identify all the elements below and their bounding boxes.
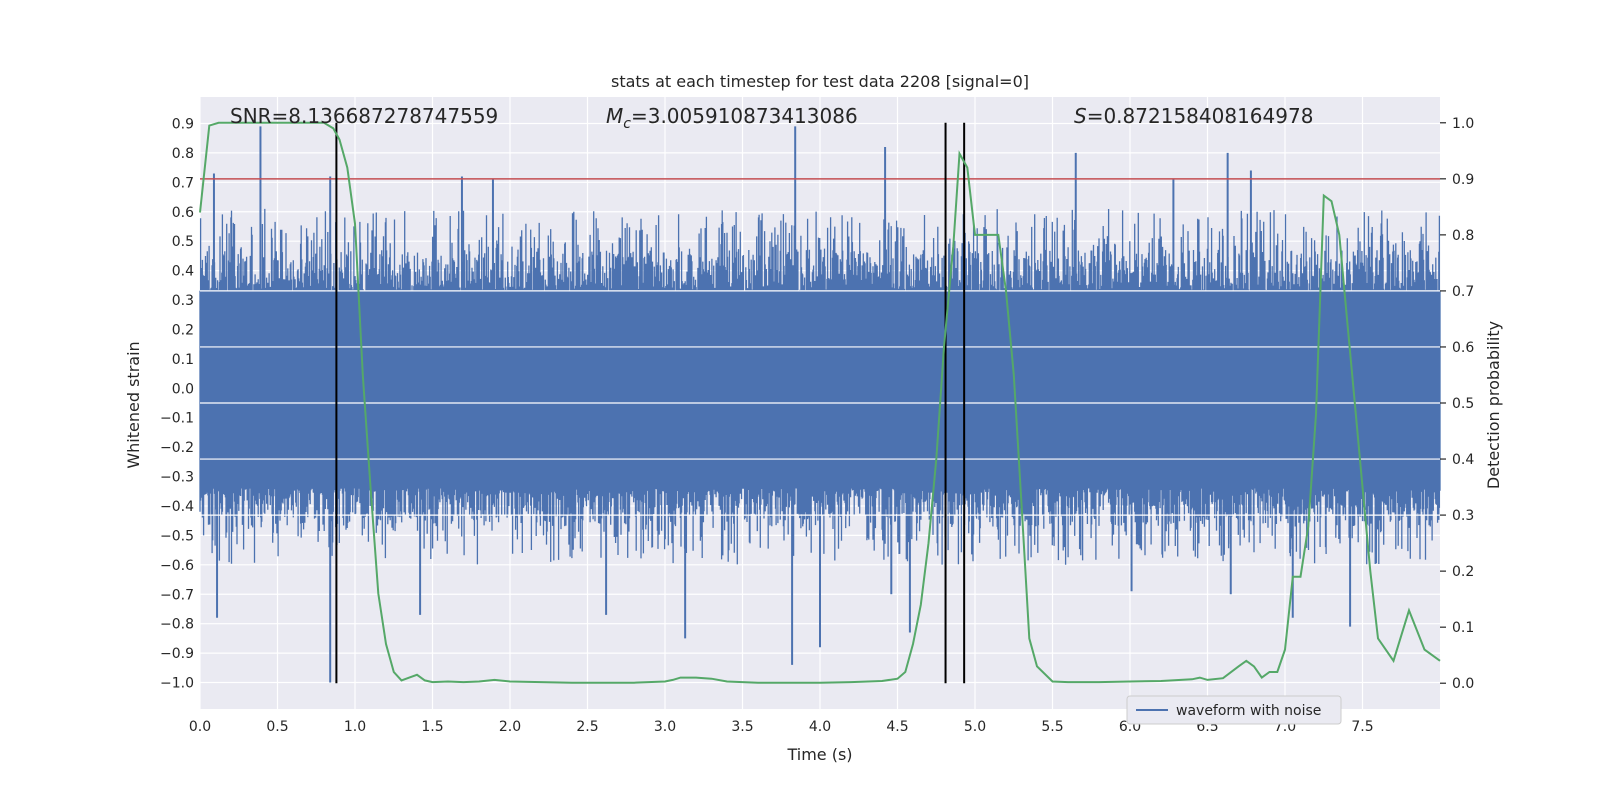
x-tick-label: 3.5 — [731, 719, 753, 735]
x-tick-label: 4.0 — [809, 719, 831, 735]
chirp-mass-subscript: c — [623, 116, 631, 132]
y-tick-label: 0.0 — [172, 381, 194, 397]
y-tick-label: 0.8 — [172, 146, 194, 162]
chart-title: stats at each timestep for test data 220… — [611, 72, 1029, 91]
chirp-mass-value: =3.005910873413086 — [631, 104, 858, 128]
score-value: =0.872158408164978 — [1087, 104, 1314, 128]
chirp-mass-symbol: M — [606, 104, 623, 128]
y2-tick-label: 0.0 — [1452, 676, 1474, 692]
y-tick-label: 0.3 — [172, 293, 194, 309]
grid-overlay — [200, 290, 1440, 516]
y-tick-label: −0.9 — [160, 646, 194, 662]
y-tick-label: −1.0 — [160, 676, 194, 692]
y2-tick-label: 0.2 — [1452, 564, 1474, 580]
detection-probability-line — [199, 121, 1441, 684]
y-tick-label: −0.5 — [160, 528, 194, 544]
score-annotation: S=0.872158408164978 — [1074, 104, 1313, 128]
marker-lines — [335, 122, 966, 684]
legend: waveform with noise — [1126, 695, 1342, 725]
y2-axis-ticks: 1.0 0.9 0.8 0.7 0.6 0.5 0.4 0.3 0.2 0.1 0.0 — [1440, 116, 1474, 692]
y-tick-label: −0.4 — [160, 499, 194, 515]
y-tick-label: 0.4 — [172, 264, 194, 280]
y2-axis-label: Detection probability — [1484, 321, 1503, 489]
y-tick-label: 0.1 — [172, 352, 194, 368]
legend-label: waveform with noise — [1176, 703, 1321, 719]
y2-tick-label: 0.6 — [1452, 340, 1474, 356]
x-tick-label: 2.0 — [499, 719, 521, 735]
chirp-mass-annotation: Mc=3.005910873413086 — [606, 104, 858, 132]
legend-box — [1126, 695, 1342, 725]
y2-tick-label: 1.0 — [1452, 116, 1474, 132]
x-tick-label: 5.0 — [964, 719, 986, 735]
x-tick-label: 0.5 — [266, 719, 288, 735]
y2-tick-label: 0.5 — [1452, 396, 1474, 412]
y-axis-label: Whitened strain — [124, 341, 143, 468]
y-tick-label: −0.8 — [160, 617, 194, 633]
y-tick-label: 0.2 — [172, 322, 194, 338]
y-tick-label: 0.5 — [172, 234, 194, 250]
x-tick-label: 1.0 — [344, 719, 366, 735]
y-tick-label: 0.7 — [172, 175, 194, 191]
x-tick-label: 2.5 — [576, 719, 598, 735]
x-tick-label: 3.0 — [654, 719, 676, 735]
y-tick-label: −0.2 — [160, 440, 194, 456]
x-axis-label: Time (s) — [786, 745, 852, 764]
score-symbol: S — [1074, 104, 1087, 128]
x-tick-label: 5.5 — [1041, 719, 1063, 735]
y-axis-ticks: 0.9 0.8 0.7 0.6 0.5 0.4 0.3 0.2 0.1 0.0 −0.1 −0.2 −0… — [160, 116, 194, 691]
snr-annotation: SNR=8.136687278747559 — [230, 104, 498, 128]
y2-tick-label: 0.9 — [1452, 172, 1474, 188]
waveform-series — [199, 126, 1441, 683]
y2-tick-label: 0.3 — [1452, 508, 1474, 524]
x-tick-label: 1.5 — [421, 719, 443, 735]
y-tick-label: 0.6 — [172, 205, 194, 221]
x-tick-label: 4.5 — [886, 719, 908, 735]
y-tick-label: −0.3 — [160, 470, 194, 486]
y-tick-label: −0.7 — [160, 587, 194, 603]
y2-tick-label: 0.7 — [1452, 284, 1474, 300]
y2-tick-label: 0.4 — [1452, 452, 1474, 468]
y-tick-label: 0.9 — [172, 116, 194, 132]
y-tick-label: −0.1 — [160, 411, 194, 427]
y2-tick-label: 0.8 — [1452, 228, 1474, 244]
y-tick-label: −0.6 — [160, 558, 194, 574]
x-tick-label: 0.0 — [189, 719, 211, 735]
y2-tick-label: 0.1 — [1452, 620, 1474, 636]
waveform-noise-trace — [199, 208, 1441, 565]
x-tick-label: 7.5 — [1351, 719, 1373, 735]
